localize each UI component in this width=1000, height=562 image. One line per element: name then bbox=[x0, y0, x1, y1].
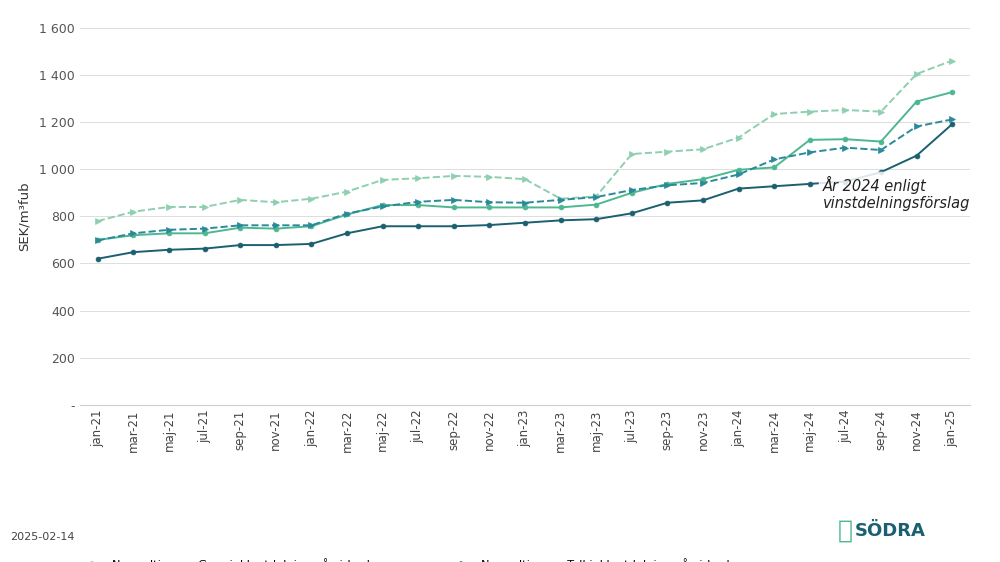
Legend: Normaltimmer Gran inkl. utdelning på virkesleveranser, Normaltim. Gran, Normalti: Normaltimmer Gran inkl. utdelning på vir… bbox=[77, 554, 791, 562]
Text: SÖDRA: SÖDRA bbox=[855, 522, 926, 540]
Text: Ⓐ: Ⓐ bbox=[838, 519, 852, 543]
Y-axis label: SEK/m³fub: SEK/m³fub bbox=[18, 182, 31, 251]
Text: 2025-02-14: 2025-02-14 bbox=[10, 532, 74, 542]
Text: År 2024 enligt
vinstdelningsförslag: År 2024 enligt vinstdelningsförslag bbox=[823, 176, 971, 211]
